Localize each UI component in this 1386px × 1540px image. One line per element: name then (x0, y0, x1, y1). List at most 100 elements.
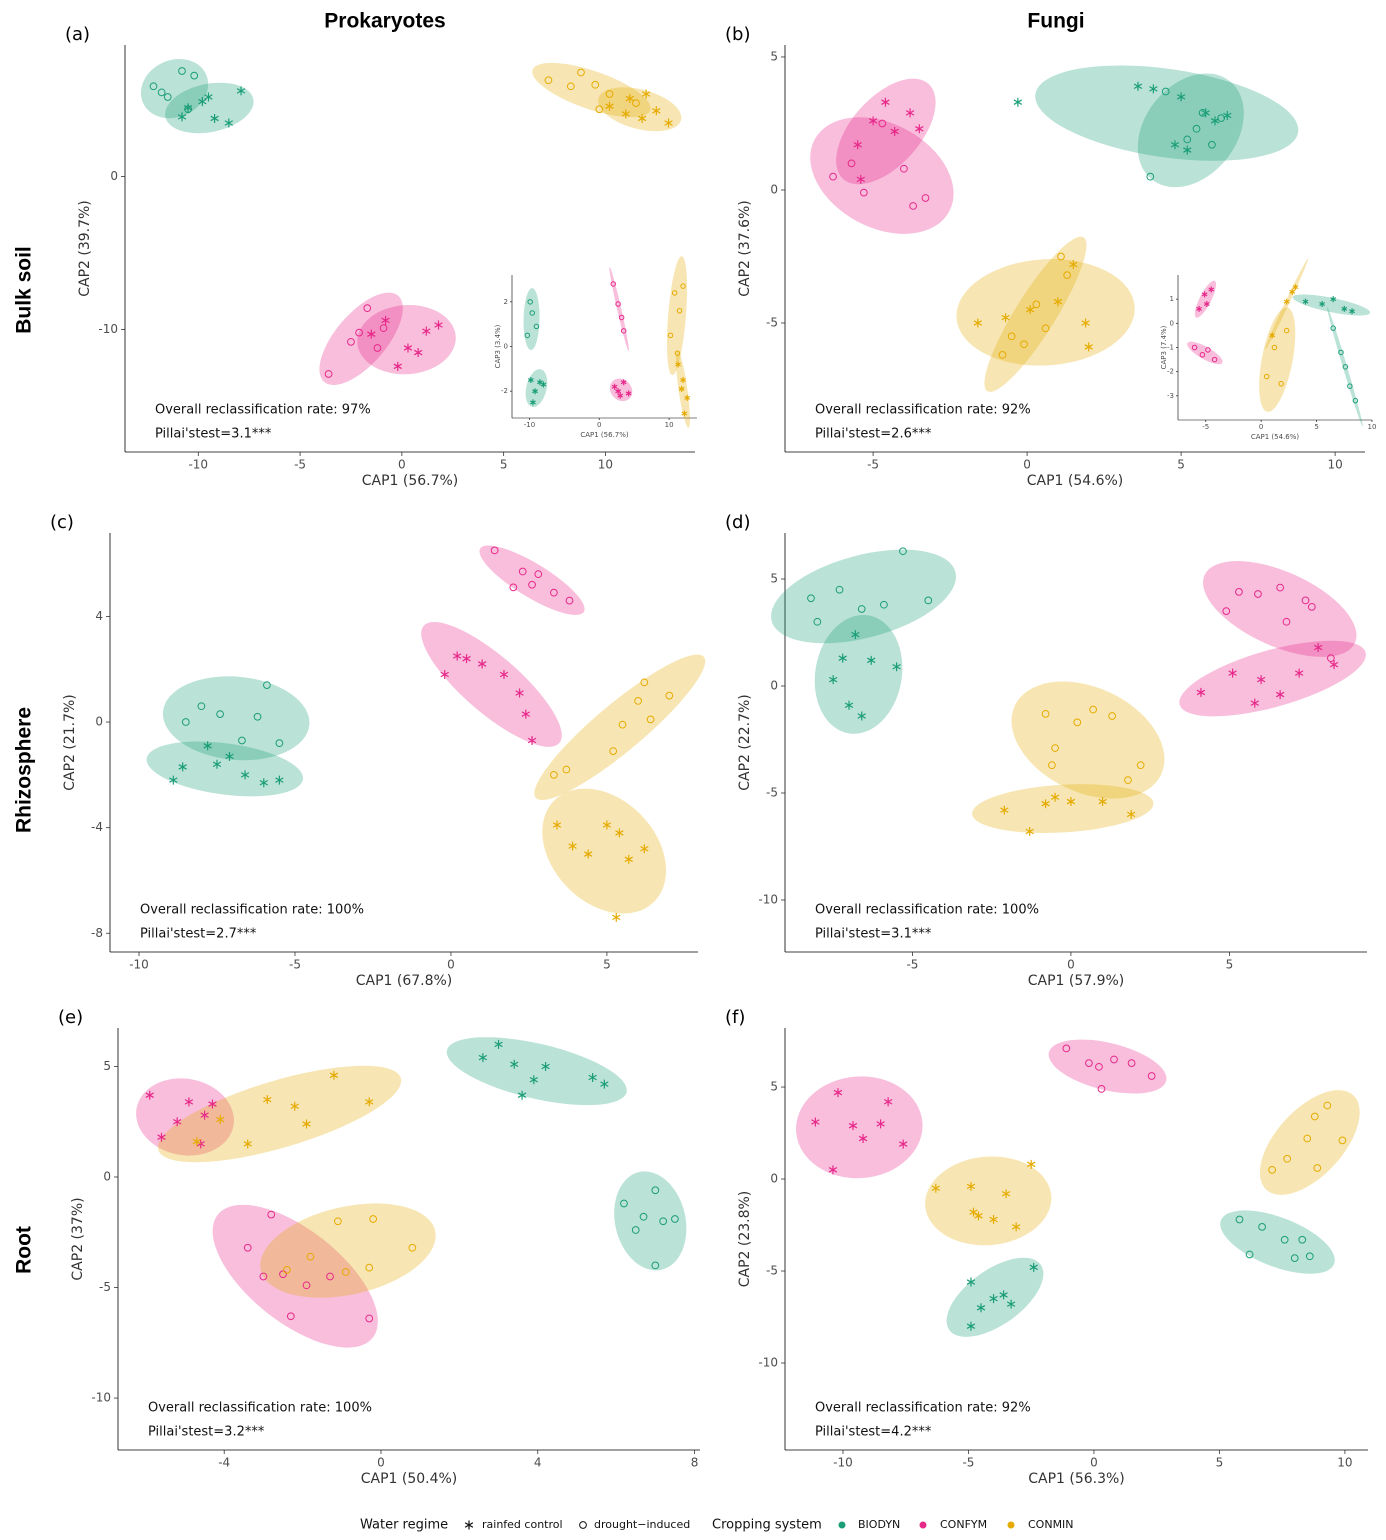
point (1338, 349, 1344, 356)
point (595, 105, 604, 114)
confidence-ellipse (925, 1156, 1052, 1246)
point (422, 326, 431, 336)
point (1208, 140, 1216, 149)
legend-label: rainfed control (482, 1518, 563, 1531)
point (302, 1119, 311, 1129)
point (1205, 347, 1211, 353)
point (253, 712, 262, 721)
point (1280, 1235, 1289, 1244)
confidence-ellipse (1327, 307, 1363, 427)
x-axis-label: CAP1 (57.9%) (1028, 973, 1125, 989)
point (675, 361, 682, 368)
point (163, 93, 172, 101)
confidence-ellipse (446, 1037, 627, 1106)
point (1263, 373, 1270, 380)
point (1203, 301, 1210, 307)
x-axis-label: CAP1 (56.7%) (362, 473, 459, 489)
point (892, 662, 901, 672)
point (859, 188, 868, 197)
point (550, 588, 558, 597)
point (367, 329, 376, 339)
point (637, 113, 647, 123)
point (1201, 291, 1208, 298)
point (1278, 381, 1284, 387)
point (1283, 298, 1290, 305)
point (1097, 1085, 1106, 1093)
point (835, 585, 844, 594)
point (365, 1097, 374, 1107)
confidence-ellipse (609, 267, 629, 352)
legend-title: Cropping system (712, 1518, 822, 1533)
point (1282, 617, 1291, 626)
confidence-ellipse (1048, 1039, 1167, 1094)
point (868, 116, 878, 126)
point (1283, 1154, 1292, 1163)
point (1208, 286, 1215, 293)
point (1048, 761, 1056, 770)
point (1073, 718, 1082, 727)
point (283, 1265, 291, 1274)
point (550, 770, 558, 779)
y-tick-label: 0 (95, 715, 103, 729)
point (1307, 602, 1316, 611)
point (169, 775, 178, 785)
point (527, 299, 533, 305)
legend-marker (919, 1521, 927, 1529)
point (1041, 324, 1050, 333)
point (363, 304, 372, 313)
point (999, 1290, 1008, 1300)
point (373, 344, 382, 352)
x-tick-label: -5 (1202, 423, 1209, 431)
inset-background (1156, 271, 1376, 448)
x-tick-label: 8 (691, 1456, 699, 1470)
y-axis-label: CAP3 (7.4%) (1160, 325, 1168, 369)
point (671, 290, 678, 296)
point (333, 1217, 342, 1226)
point (858, 1134, 868, 1144)
y-tick-label: -2 (501, 387, 508, 395)
point (565, 596, 574, 605)
point (1000, 805, 1009, 815)
point (1027, 1159, 1036, 1169)
point (157, 1132, 166, 1142)
point (899, 1139, 908, 1149)
point (528, 580, 536, 589)
point (263, 681, 271, 689)
point (651, 1261, 660, 1270)
confidence-ellipse (212, 1204, 378, 1348)
point (381, 315, 390, 325)
annotation: Pillai'stest=3.1*** (815, 927, 932, 942)
panel-label: (d) (725, 512, 750, 533)
point (634, 697, 642, 705)
point (275, 739, 284, 748)
point (434, 320, 443, 330)
point (1256, 675, 1266, 685)
point (1217, 114, 1226, 123)
point (510, 1059, 519, 1069)
point (615, 388, 622, 395)
point (1294, 668, 1304, 678)
y-tick-label: -2 (1167, 368, 1174, 376)
point (562, 765, 571, 774)
point (1001, 313, 1010, 323)
point (240, 770, 250, 780)
point (966, 1277, 976, 1287)
point (347, 337, 355, 346)
point (1146, 172, 1155, 181)
confidence-ellipse (810, 117, 954, 234)
confidence-ellipse (771, 549, 956, 644)
point (1084, 342, 1093, 352)
point (1176, 92, 1186, 102)
point (665, 691, 674, 700)
x-tick-label: -5 (289, 958, 301, 972)
point (1235, 1215, 1244, 1224)
column-title: Fungi (1027, 10, 1084, 33)
point (568, 841, 577, 851)
panel-label: (a) (65, 24, 90, 45)
confidence-ellipse (523, 288, 540, 351)
point (517, 1090, 527, 1100)
point (440, 670, 449, 680)
point (1062, 1044, 1071, 1053)
point (646, 715, 655, 724)
y-tick-label: -4 (91, 820, 103, 834)
